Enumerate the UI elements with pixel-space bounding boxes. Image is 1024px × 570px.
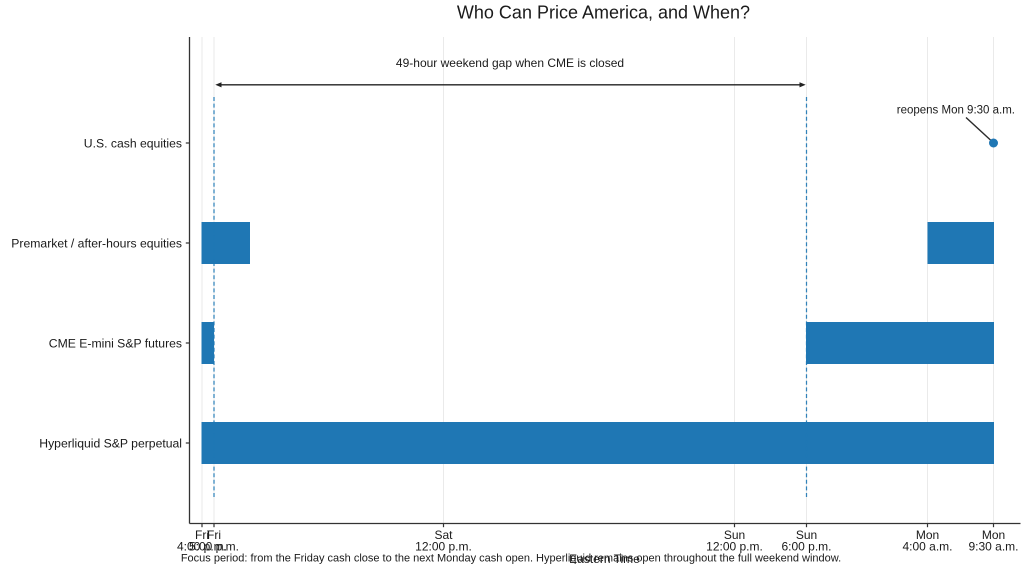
svg-text:Sun: Sun: [796, 528, 817, 542]
svg-text:4:00 p.m.: 4:00 p.m.: [177, 539, 227, 553]
svg-text:Mon: Mon: [916, 528, 939, 542]
svg-text:reopens Mon 9:30 a.m.: reopens Mon 9:30 a.m.: [897, 105, 1015, 117]
svg-text:Sun: Sun: [724, 528, 745, 542]
svg-text:12:00 p.m.: 12:00 p.m.: [706, 539, 763, 553]
svg-text:12:00 p.m.: 12:00 p.m.: [415, 539, 472, 553]
svg-text:Focus period: from the Friday: Focus period: from the Friday cash close…: [181, 552, 841, 564]
svg-text:49-hour weekend gap when CME i: 49-hour weekend gap when CME is closed: [396, 56, 624, 70]
svg-text:Fri: Fri: [207, 528, 221, 542]
svg-text:Mon: Mon: [982, 528, 1005, 542]
svg-text:Premarket / after-hours equiti: Premarket / after-hours equities: [11, 236, 182, 250]
svg-text:4:00 a.m.: 4:00 a.m.: [902, 539, 952, 553]
svg-text:5:00 p.m.: 5:00 p.m.: [189, 539, 239, 553]
svg-text:CME E-mini S&P futures: CME E-mini S&P futures: [49, 336, 182, 350]
svg-text:Who Can Price America, and Whe: Who Can Price America, and When?: [457, 3, 750, 23]
svg-text:9:30 a.m.: 9:30 a.m.: [968, 539, 1018, 553]
svg-text:Fri: Fri: [195, 528, 209, 542]
svg-text:Eastern Time: Eastern Time: [569, 552, 640, 566]
svg-text:Hyperliquid S&P perpetual: Hyperliquid S&P perpetual: [39, 436, 182, 450]
svg-text:6:00 p.m.: 6:00 p.m.: [781, 539, 831, 553]
svg-text:U.S. cash equities: U.S. cash equities: [84, 136, 182, 150]
svg-text:Sat: Sat: [434, 528, 453, 542]
